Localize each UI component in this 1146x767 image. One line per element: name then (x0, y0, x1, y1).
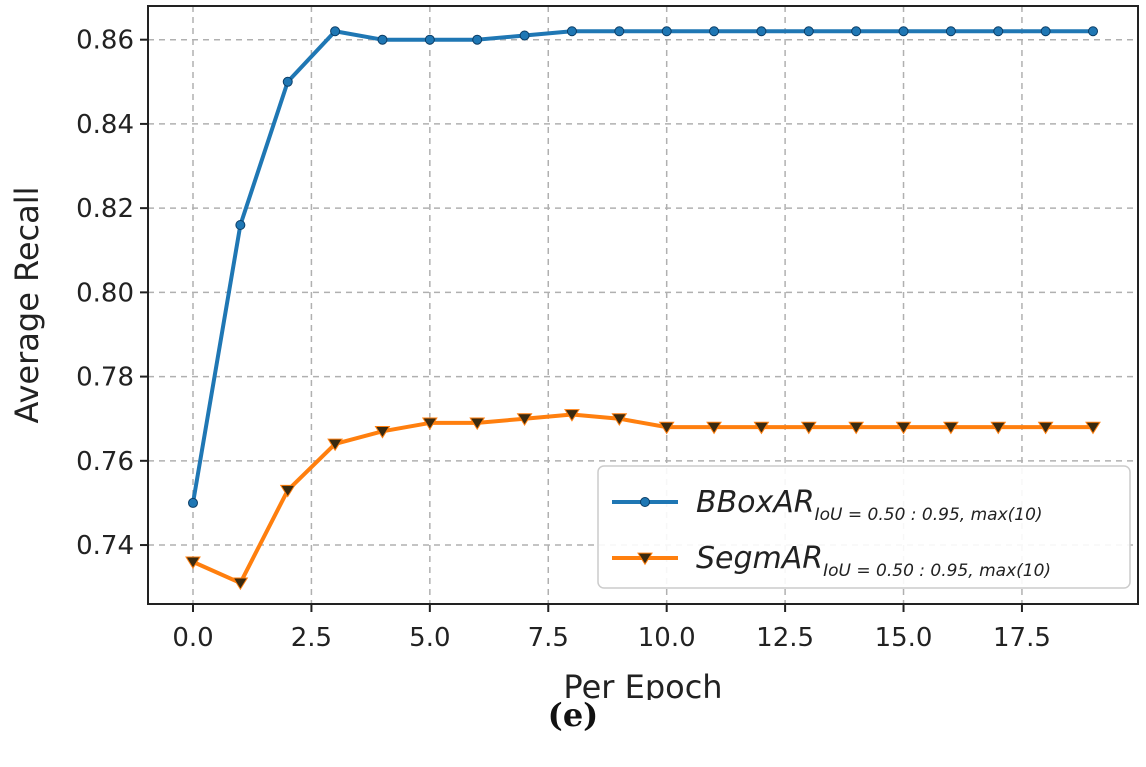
data-point (472, 34, 483, 45)
data-point (942, 421, 959, 435)
data-point (803, 26, 814, 37)
legend: BBoxARIoU = 0.50 : 0.95, max(10) SegmARIo… (597, 465, 1131, 589)
data-point (232, 577, 249, 591)
data-point (564, 409, 580, 422)
series-line (191, 29, 1093, 504)
data-point (709, 26, 720, 37)
data-point (611, 413, 628, 426)
data-point (374, 425, 391, 439)
data-point (1037, 421, 1054, 435)
data-point (614, 26, 625, 37)
y-tick-label: 0.74 (76, 531, 134, 561)
figure-caption: (e) (547, 696, 599, 734)
legend-box (597, 465, 1131, 589)
y-tick-label: 0.82 (76, 194, 134, 224)
data-point (706, 421, 722, 435)
y-tick-label: 0.80 (76, 278, 134, 308)
data-point (851, 26, 862, 37)
data-point (377, 34, 388, 45)
data-point (1085, 421, 1101, 435)
x-tick-label: 5.0 (409, 623, 450, 653)
x-tick-label: 7.5 (528, 623, 569, 653)
data-point (469, 417, 486, 431)
y-axis-ticks: 0.74 0.76 0.78 0.80 0.82 0.84 0.86 (76, 26, 148, 561)
x-tick-label: 15.0 (875, 623, 933, 653)
plot-area-frame (147, 5, 1139, 605)
data-point (424, 34, 435, 45)
data-point (895, 421, 912, 435)
x-axis-ticks: 0.0 2.5 5.0 7.5 10.0 12.5 15.0 17.5 (172, 604, 1051, 653)
y-tick-label: 0.84 (76, 110, 134, 140)
y-tick-label: 0.76 (76, 447, 134, 477)
data-point (235, 219, 246, 230)
legend-marker (637, 552, 653, 566)
legend-label: BBoxARIoU = 0.50 : 0.95, max(10) (696, 485, 1043, 525)
data-point (848, 421, 865, 435)
y-tick-label: 0.78 (76, 363, 134, 393)
data-point (800, 421, 817, 435)
data-point (990, 421, 1007, 435)
data-point (519, 30, 530, 41)
line-chart: 0.0 2.5 5.0 7.5 10.0 12.5 15.0 17.5 0.740.760.7… (8, 5, 1139, 700)
data-point (1040, 26, 1051, 37)
data-point (282, 76, 293, 87)
grid (148, 6, 1138, 604)
legend-marker (640, 497, 650, 507)
data-point (661, 26, 672, 37)
x-tick-label: 17.5 (993, 623, 1051, 653)
x-tick-label: 0.0 (172, 623, 213, 653)
series-BBoxAR (188, 26, 1098, 508)
data-point (993, 26, 1004, 37)
data-point (756, 26, 767, 37)
y-tick-label: 0.86 (76, 26, 134, 56)
x-tick-label: 2.5 (291, 623, 332, 653)
legend-label: SegmARIoU = 0.50 : 0.95, max(10) (696, 541, 1051, 581)
x-tick-label: 12.5 (756, 623, 814, 653)
data-point (945, 26, 956, 37)
series-line (192, 412, 1093, 585)
data-point (327, 438, 344, 452)
x-tick-label: 10.0 (638, 623, 696, 653)
x-axis-label: Per Epoch (563, 668, 722, 700)
data-point (1088, 26, 1098, 37)
data-point (753, 421, 770, 435)
legend-entry: SegmARIoU = 0.50 : 0.95, max(10) (612, 541, 1051, 581)
data-point (658, 421, 675, 435)
series-layer (185, 26, 1101, 591)
data-point (516, 413, 533, 426)
data-point (898, 26, 909, 37)
y-axis-label: Average Recall (8, 186, 46, 423)
data-point (330, 26, 341, 37)
series-SegmAR (185, 409, 1101, 591)
data-point (421, 417, 438, 431)
data-point (566, 26, 577, 37)
data-point (279, 484, 296, 498)
legend-entry: BBoxARIoU = 0.50 : 0.95, max(10) (612, 485, 1043, 525)
data-point (185, 556, 201, 570)
data-point (188, 497, 198, 508)
